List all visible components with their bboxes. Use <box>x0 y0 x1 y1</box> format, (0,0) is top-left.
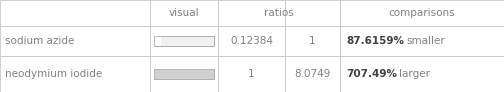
Bar <box>154 69 214 79</box>
Text: visual: visual <box>169 8 199 18</box>
Text: ratios: ratios <box>264 8 294 18</box>
Bar <box>154 36 214 46</box>
Text: 1: 1 <box>248 69 255 79</box>
Text: larger: larger <box>399 69 430 79</box>
Bar <box>285 56 340 92</box>
Bar <box>0 26 150 56</box>
Bar <box>154 36 214 46</box>
Bar <box>154 69 214 79</box>
Bar <box>218 56 285 92</box>
Bar <box>340 26 504 56</box>
Bar <box>340 56 504 92</box>
Bar <box>218 26 285 56</box>
Bar <box>150 26 218 56</box>
Text: 707.49%: 707.49% <box>346 69 397 79</box>
Bar <box>154 69 214 79</box>
Text: 8.0749: 8.0749 <box>294 69 331 79</box>
Bar <box>150 0 218 26</box>
Text: 0.12384: 0.12384 <box>230 36 273 46</box>
Bar <box>0 56 150 92</box>
Bar <box>218 0 285 26</box>
Bar <box>154 36 161 46</box>
Text: smaller: smaller <box>406 36 445 46</box>
Text: 87.6159%: 87.6159% <box>346 36 404 46</box>
Bar <box>285 0 340 26</box>
Text: neodymium iodide: neodymium iodide <box>5 69 102 79</box>
Bar <box>285 26 340 56</box>
Text: sodium azide: sodium azide <box>5 36 75 46</box>
Bar <box>150 56 218 92</box>
Bar <box>340 0 504 26</box>
Text: 1: 1 <box>309 36 316 46</box>
Text: comparisons: comparisons <box>389 8 455 18</box>
Bar <box>0 0 150 26</box>
